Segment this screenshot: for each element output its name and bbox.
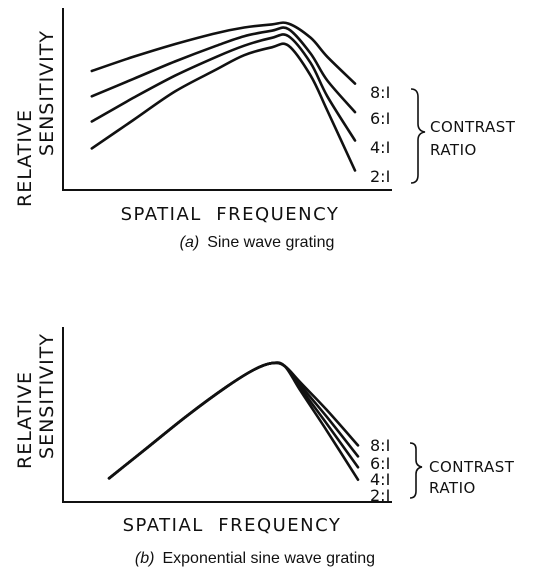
chart-b-ylabel-line1: RELATIVE [14, 371, 36, 469]
chart-b-legend-title-line2: RATIO [429, 479, 476, 497]
chart-b-caption-letter: (b) [135, 550, 155, 567]
chart-b-series-line-4 [107, 361, 360, 481]
chart-a-series-label-2: 6:I [370, 109, 390, 128]
chart-b-xlabel: SPATIAL FREQUENCY [123, 515, 342, 536]
chart-a-series-group [90, 21, 357, 172]
chart-b-legend-brace [409, 442, 423, 499]
chart-b-caption-text: Exponential sine wave grating [162, 550, 375, 567]
chart-a-legend-title-line2: RATIO [430, 141, 477, 159]
chart-a-caption-text: Sine wave grating [207, 234, 334, 251]
chart-a-series-label-1: 8:I [370, 83, 390, 102]
chart-a-legend-brace [410, 88, 426, 184]
chart-b-series-labels: 8:I6:I4:I2:I [370, 436, 390, 505]
chart-a-ylabel-line1: RELATIVE [14, 109, 36, 207]
chart-b-series-label-2: 6:I [370, 454, 390, 473]
chart-a-series-label-4: 2:I [370, 167, 390, 186]
chart-b-ylabel-line2: SENSITIVITY [36, 333, 58, 459]
chart-a-xlabel: SPATIAL FREQUENCY [121, 204, 340, 225]
chart-b-series-label-1: 8:I [370, 436, 390, 455]
chart-a: RELATIVE SENSITIVITY 8:I 6:I 4:I 2:I CONTRA… [14, 8, 516, 251]
chart-a-series-labels: 8:I 6:I 4:I 2:I [370, 83, 390, 186]
chart-a-series-label-3: 4:I [370, 138, 390, 157]
chart-a-series-line-1 [90, 21, 357, 85]
chart-b: RELATIVE SENSITIVITY 8:I6:I4:I2:I CONTRA… [14, 327, 515, 567]
chart-b-series-group [107, 361, 360, 481]
chart-a-caption: (a) Sine wave grating [180, 234, 335, 251]
chart-b-series-label-3: 4:I [370, 470, 390, 489]
chart-b-legend-title-line1: CONTRAST [429, 458, 515, 476]
chart-a-ylabel-line2: SENSITIVITY [36, 30, 58, 156]
chart-b-caption: (b) Exponential sine wave grating [135, 550, 375, 567]
chart-a-legend-title-line1: CONTRAST [430, 118, 516, 136]
chart-a-series-line-3 [90, 33, 357, 142]
chart-a-caption-letter: (a) [180, 234, 200, 251]
chart-a-series-line-4 [90, 42, 357, 172]
chart-a-series-line-2 [90, 26, 357, 114]
chart-b-series-label-4: 2:I [370, 486, 390, 505]
